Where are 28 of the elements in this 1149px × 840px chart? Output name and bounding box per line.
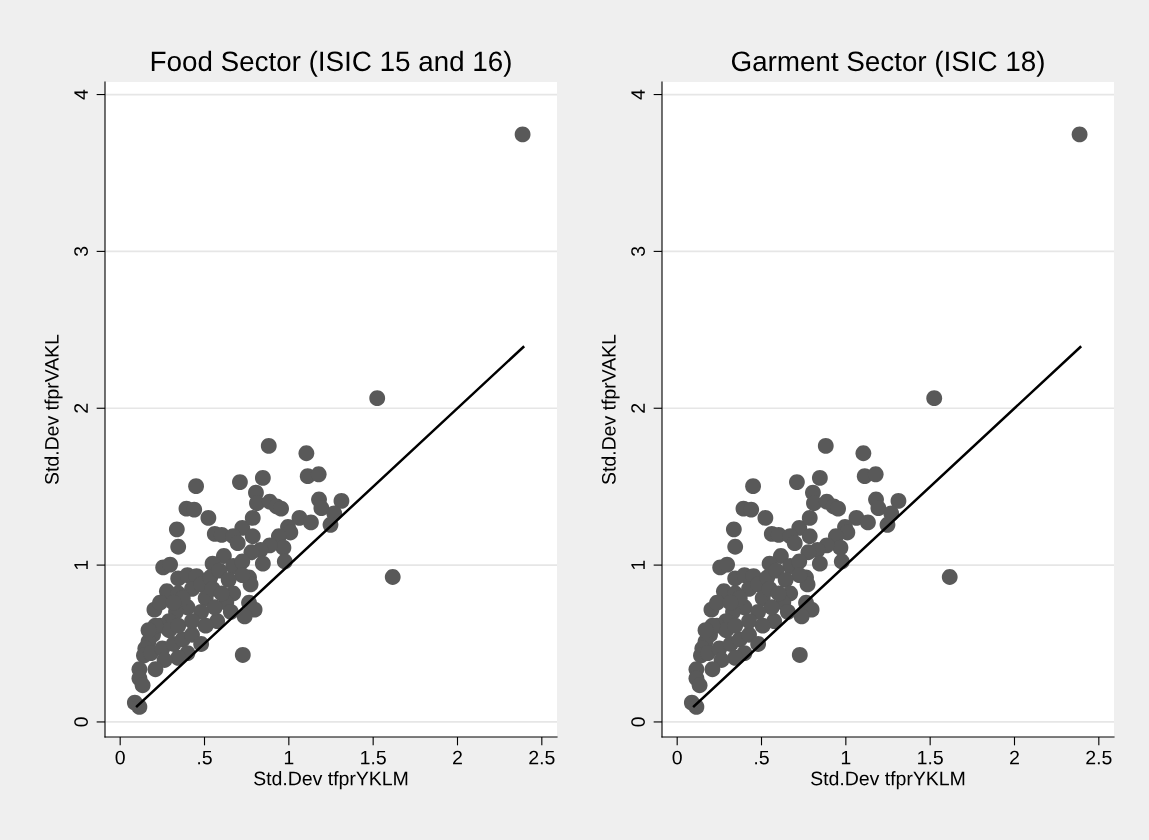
chart-title: Garment Sector (ISIC 18): [731, 50, 1044, 77]
x-axis-title: Std.Dev tfprYKLM: [811, 771, 965, 790]
x-tick-label: 2: [453, 750, 462, 765]
x-tick-label: .5: [755, 750, 769, 765]
y-tick-label: 3: [74, 246, 88, 257]
x-tick-label: 2: [1010, 750, 1019, 765]
x-tick-label: 1: [841, 750, 851, 765]
y-tick-label: 2: [631, 403, 645, 413]
y-tick-label: 0: [74, 717, 88, 727]
y-tick-label: 0: [631, 717, 645, 727]
x-tick-label: 1.5: [361, 750, 386, 765]
chart-title: Food Sector (ISIC 15 and 16): [151, 50, 511, 77]
x-tick-label: 2.5: [1086, 750, 1112, 765]
y-tick-label: 4: [74, 89, 88, 100]
x-tick-label: 2.5: [529, 750, 555, 765]
x-tick-label: .5: [198, 750, 212, 765]
y-tick-label: 2: [74, 403, 88, 413]
x-tick-label: 1: [284, 750, 294, 765]
x-tick-label: 0: [115, 750, 125, 765]
y-tick-label: 1: [74, 560, 88, 570]
y-axis-title: Std.Dev tfprVAKL: [44, 334, 63, 485]
y-tick-label: 4: [631, 89, 645, 100]
x-tick-label: 1.5: [918, 750, 943, 765]
y-axis-title: Std.Dev tfprVAKL: [601, 334, 620, 485]
y-tick-label: 1: [631, 560, 645, 570]
x-tick-label: 0: [672, 750, 682, 765]
x-axis-title: Std.Dev tfprYKLM: [254, 771, 408, 790]
y-tick-label: 3: [631, 246, 645, 257]
